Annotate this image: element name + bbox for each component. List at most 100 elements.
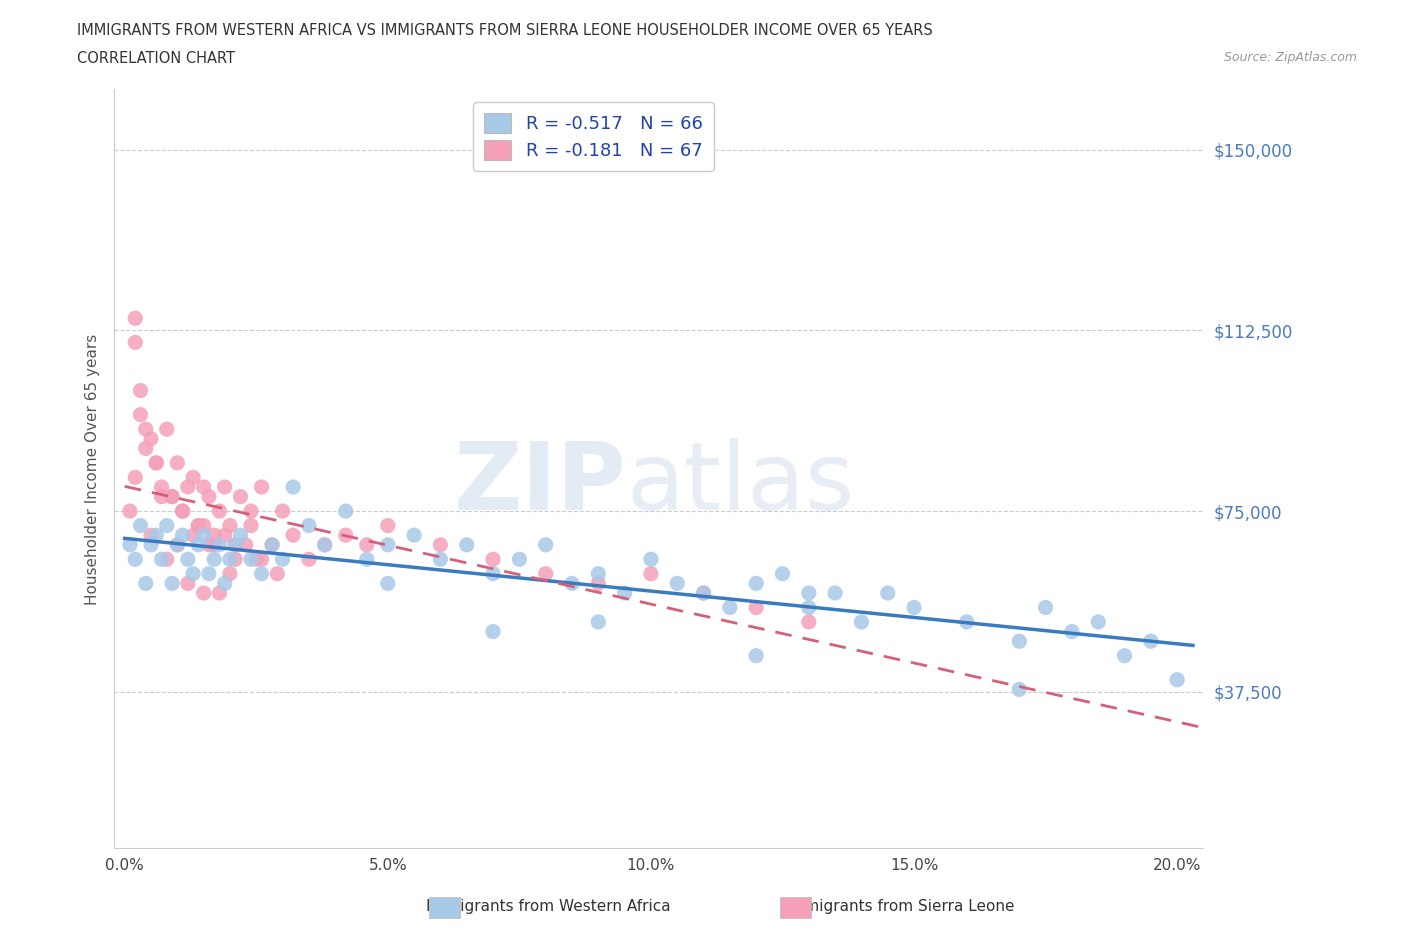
Point (181, 566, 204, 581)
Point (208, 504, 231, 519)
Point (181, 527, 204, 542)
Point (281, 527, 304, 542)
Point (377, 538, 399, 552)
Point (214, 527, 236, 542)
Point (177, 480, 200, 495)
Point (640, 566, 662, 581)
Point (224, 538, 246, 552)
Point (150, 480, 173, 495)
Point (534, 538, 557, 552)
Point (193, 527, 215, 542)
Point (160, 576, 183, 591)
Point (229, 527, 252, 542)
Point (298, 518, 321, 533)
Point (193, 518, 215, 533)
Point (745, 600, 768, 615)
Point (851, 615, 873, 630)
Point (202, 551, 225, 566)
Point (219, 518, 242, 533)
Point (429, 538, 451, 552)
Point (561, 576, 583, 591)
Point (250, 551, 273, 566)
Point (745, 576, 768, 591)
Point (214, 480, 236, 495)
Text: ZIP: ZIP (453, 438, 626, 530)
Point (198, 566, 221, 581)
Point (1008, 682, 1031, 697)
Point (129, 407, 152, 422)
Point (219, 551, 242, 566)
Point (240, 551, 263, 566)
Point (314, 538, 336, 552)
Point (250, 566, 273, 581)
Point (124, 551, 146, 566)
Point (1166, 672, 1188, 687)
Point (172, 527, 194, 542)
Point (156, 551, 179, 566)
Point (260, 538, 283, 552)
Point (160, 489, 183, 504)
Point (482, 566, 505, 581)
Point (198, 538, 221, 552)
Point (797, 586, 820, 601)
Point (118, 504, 141, 519)
Point (187, 518, 209, 533)
Point (245, 551, 267, 566)
Point (166, 456, 188, 471)
Point (335, 504, 357, 519)
Point (139, 538, 162, 552)
Point (666, 576, 689, 591)
Point (208, 538, 231, 552)
Point (240, 504, 263, 519)
Text: Immigrants from Sierra Leone: Immigrants from Sierra Leone (785, 899, 1015, 914)
Point (745, 648, 768, 663)
Point (135, 421, 157, 436)
Point (797, 600, 820, 615)
Point (356, 551, 378, 566)
Point (240, 518, 263, 533)
Point (1008, 633, 1031, 648)
Point (1140, 633, 1163, 648)
Point (876, 586, 898, 601)
Point (219, 566, 242, 581)
Point (298, 551, 321, 566)
Text: Immigrants from Western Africa: Immigrants from Western Africa (426, 899, 671, 914)
Point (1087, 615, 1109, 630)
Point (187, 518, 209, 533)
Point (534, 566, 557, 581)
Text: atlas: atlas (626, 438, 855, 530)
Text: IMMIGRANTS FROM WESTERN AFRICA VS IMMIGRANTS FROM SIERRA LEONE HOUSEHOLDER INCOM: IMMIGRANTS FROM WESTERN AFRICA VS IMMIGR… (77, 23, 934, 38)
Point (229, 489, 252, 504)
Point (160, 489, 183, 504)
Point (356, 538, 378, 552)
Point (124, 470, 146, 485)
Point (193, 586, 215, 601)
Point (139, 527, 162, 542)
Point (181, 470, 204, 485)
Point (260, 538, 283, 552)
Point (588, 566, 610, 581)
Point (1035, 600, 1057, 615)
Point (271, 551, 294, 566)
Point (150, 489, 173, 504)
Point (482, 624, 505, 639)
Point (187, 538, 209, 552)
Point (198, 489, 221, 504)
Point (135, 441, 157, 456)
Point (718, 600, 741, 615)
Point (193, 480, 215, 495)
Point (613, 586, 636, 601)
Point (404, 527, 426, 542)
Point (224, 551, 246, 566)
Point (145, 456, 167, 471)
Point (118, 538, 141, 552)
Point (956, 615, 979, 630)
Point (250, 480, 273, 495)
Point (129, 383, 152, 398)
Point (903, 600, 925, 615)
Point (588, 615, 610, 630)
Point (145, 456, 167, 471)
Point (177, 576, 200, 591)
Point (640, 551, 662, 566)
Point (1114, 648, 1136, 663)
